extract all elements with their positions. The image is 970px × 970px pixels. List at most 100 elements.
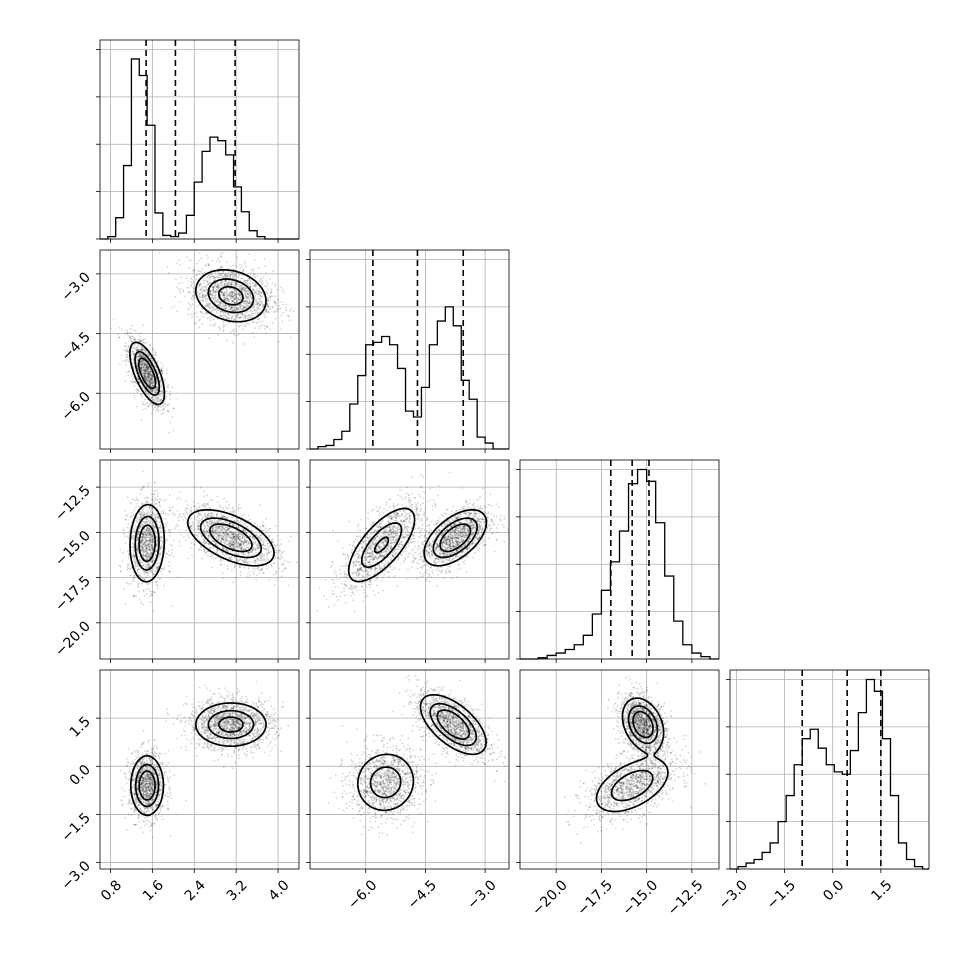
scatter-point	[249, 316, 251, 319]
scatter-point	[265, 280, 268, 283]
scatter-point	[218, 560, 221, 562]
scatter-point	[138, 381, 141, 383]
scatter-point	[273, 311, 275, 313]
scatter-point	[219, 506, 221, 508]
scatter-point	[163, 399, 166, 401]
scatter-point	[136, 358, 139, 361]
scatter-point	[160, 370, 163, 373]
scatter-point	[205, 297, 207, 300]
scatter-point	[216, 299, 219, 302]
scatter-point	[147, 571, 149, 574]
scatter-point	[149, 383, 152, 385]
scatter-point	[260, 301, 262, 304]
scatter-point	[124, 360, 127, 363]
scatter-point	[162, 402, 165, 405]
scatter-point	[140, 349, 142, 351]
scatter-point	[210, 292, 213, 295]
scatter-point	[230, 306, 233, 309]
scatter-point	[225, 297, 227, 299]
scatter-point	[233, 274, 236, 277]
scatter-point	[151, 405, 154, 407]
scatter-point	[231, 271, 234, 274]
hist-frame-2	[519, 459, 720, 660]
scatter-point	[145, 513, 148, 516]
scatter-point	[144, 537, 147, 540]
scatter-point	[147, 574, 149, 577]
scatter-point	[277, 304, 280, 307]
scatter-point	[233, 298, 236, 301]
scatter-point	[243, 289, 246, 292]
scatter-point	[169, 531, 172, 534]
scatter-point	[208, 306, 211, 309]
scatter-point	[226, 299, 229, 302]
scatter-point	[245, 290, 247, 293]
scatter-point	[137, 355, 140, 357]
scatter-point	[211, 295, 214, 297]
scatter-point	[230, 307, 233, 310]
scatter-point	[147, 405, 150, 408]
scatter-point	[239, 294, 241, 297]
scatter-point	[224, 273, 226, 276]
scatter-point	[234, 318, 237, 321]
scatter-point	[152, 573, 155, 576]
scatter-point	[237, 276, 240, 279]
scatter-point	[150, 571, 153, 574]
scatter-point	[139, 516, 142, 519]
scatter-point	[137, 377, 140, 380]
scatter-point	[235, 296, 238, 298]
scatter-point	[142, 362, 145, 365]
scatter-point	[224, 315, 227, 317]
scatter-point	[149, 371, 152, 374]
scatter-point	[239, 303, 241, 306]
scatter-point	[218, 300, 220, 303]
scatter-point	[241, 314, 243, 317]
scatter-point	[149, 384, 151, 387]
scatter-point	[244, 279, 247, 282]
scatter-point	[165, 525, 167, 527]
scatter-point	[192, 296, 195, 299]
scatter-point	[130, 582, 132, 585]
scatter-point	[262, 276, 265, 278]
scatter-point	[232, 276, 235, 279]
scatter-point	[219, 267, 221, 270]
scatter-point	[198, 282, 201, 285]
scatter-point	[143, 371, 146, 374]
scatter-point	[231, 292, 233, 295]
scatter-point	[206, 276, 209, 279]
scatter-point	[222, 330, 225, 333]
scatter-point	[147, 528, 150, 531]
scatter-point	[198, 285, 201, 287]
scatter-point	[265, 291, 267, 293]
scatter-point	[215, 290, 218, 292]
scatter-point	[226, 312, 228, 315]
scatter-point	[151, 376, 154, 379]
scatter-point	[211, 285, 214, 288]
scatter-point	[244, 548, 247, 550]
scatter-point	[148, 542, 151, 545]
scatter-point	[206, 494, 208, 496]
scatter-point	[142, 603, 145, 606]
scatter-point	[203, 279, 206, 282]
scatter-point	[194, 528, 196, 530]
scatter-point	[131, 380, 134, 383]
scatter-point	[171, 552, 173, 555]
scatter-point	[160, 369, 163, 372]
scatter-point	[269, 328, 272, 331]
scatter-point	[197, 259, 200, 262]
scatter-point	[155, 390, 158, 393]
scatter-point	[231, 291, 234, 293]
scatter-point	[259, 299, 261, 302]
scatter-point	[163, 568, 166, 570]
scatter-point	[249, 560, 252, 563]
scatter-point	[163, 499, 166, 502]
scatter-point	[234, 282, 237, 285]
scatter-point	[240, 324, 243, 327]
scatter-point	[233, 301, 236, 304]
scatter-point	[220, 305, 223, 308]
scatter-point	[149, 533, 151, 536]
scatter-point	[147, 370, 150, 373]
scatter-point	[225, 315, 228, 318]
scatter-point	[225, 307, 227, 310]
scatter-point	[229, 308, 232, 310]
